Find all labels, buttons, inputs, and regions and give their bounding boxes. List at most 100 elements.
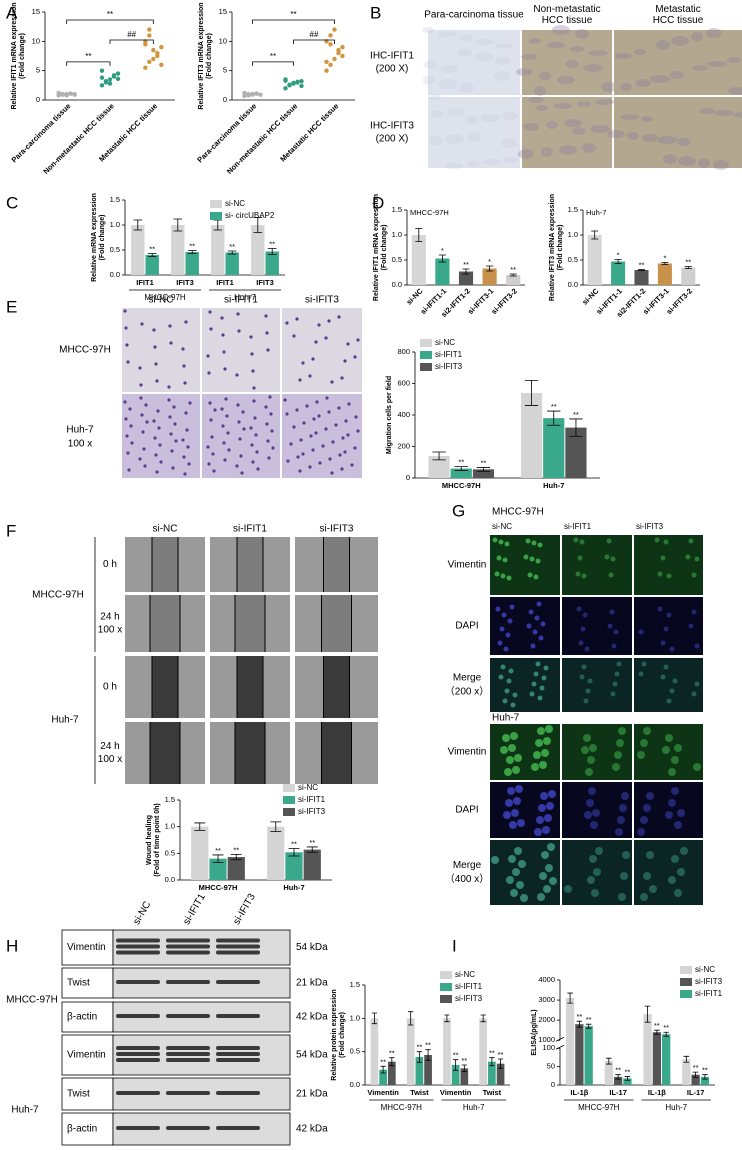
point [246, 91, 251, 97]
significance: ** [586, 1015, 592, 1024]
error-bar [462, 268, 470, 275]
blot-cell-line: Huh-7 [11, 1105, 39, 1116]
error-bar [253, 217, 263, 233]
stained-cell [254, 433, 258, 437]
cell [506, 876, 514, 884]
wound-time: 24 h [100, 612, 119, 623]
legend-label: si-IFIT1 [695, 989, 723, 998]
stained-cell [321, 444, 325, 448]
cell [500, 746, 508, 754]
cell [578, 640, 584, 646]
cell [512, 692, 518, 698]
blot-band [116, 944, 160, 949]
transwell-row-label: Huh-7 [66, 425, 94, 436]
tissue-texture [481, 114, 501, 122]
tissue-texture [620, 83, 632, 91]
tissue-texture [564, 119, 582, 127]
y-axis-title: (Fold change) [99, 215, 106, 261]
cell [505, 632, 511, 638]
blot-column-label: si-IFIT1 [181, 892, 208, 927]
y-axis-title: (Fold change) [557, 225, 564, 271]
y-axis-title: ELISA(pg/mL) [531, 1009, 538, 1055]
if-row-label: Vimentin [448, 560, 487, 571]
bar [587, 235, 602, 285]
tissue-texture [650, 75, 670, 83]
error-bar [663, 1031, 669, 1037]
stained-cell [213, 408, 217, 412]
cell [620, 872, 628, 880]
tissue-texture [518, 149, 534, 159]
point [99, 68, 105, 73]
cell [613, 629, 619, 635]
group-label: Huh-7 [665, 1103, 687, 1112]
legend-swatch [283, 796, 295, 804]
stained-cell [226, 431, 230, 435]
bar [435, 258, 450, 285]
cell [669, 646, 675, 652]
tissue-texture [627, 132, 639, 140]
cell [617, 816, 625, 824]
cell [507, 787, 515, 795]
error-bar [591, 230, 599, 240]
stained-cell [338, 453, 342, 457]
cell [621, 792, 629, 800]
stained-cell [265, 422, 269, 426]
blot-column-label: si-IFIT3 [231, 892, 258, 927]
stained-cell [340, 467, 344, 471]
cell [510, 702, 516, 708]
cell [576, 606, 582, 612]
cell [514, 754, 522, 762]
stained-cell [125, 343, 129, 347]
blot-size: 54 kDa [296, 942, 328, 953]
cell [514, 847, 522, 855]
if-column-label: si-NC [492, 522, 512, 531]
stained-cell [301, 361, 305, 365]
stained-cell [253, 416, 257, 420]
wound-time: 24 h [100, 741, 119, 752]
error-bar [615, 1074, 621, 1080]
cell [640, 816, 648, 824]
blot-band [166, 944, 210, 949]
chart-title: Huh-7 [586, 208, 606, 217]
tissue-texture [466, 161, 480, 167]
bar [657, 263, 672, 285]
legend-label: si- circUBAP2 [225, 211, 275, 220]
stained-cell [225, 414, 229, 418]
tissue-texture [692, 65, 708, 71]
ihc-row-label: (200 X) [376, 64, 409, 75]
bar [145, 255, 159, 275]
blot-band [116, 1126, 160, 1130]
cell [538, 635, 544, 641]
x-tick-label: Huh-7 [283, 883, 304, 892]
tissue-texture [698, 158, 710, 168]
error-bar [173, 218, 183, 232]
stained-cell [221, 333, 225, 337]
stained-cell [350, 463, 354, 467]
tissue-texture [734, 112, 742, 118]
stained-cell [185, 428, 189, 432]
bar [652, 1032, 662, 1085]
bar [682, 1059, 691, 1085]
stained-cell [169, 432, 173, 436]
tissue-texture [663, 154, 677, 164]
error-bar [270, 821, 282, 832]
cell [535, 558, 541, 564]
wound-gap [150, 722, 180, 784]
bar [411, 235, 426, 285]
x-tick-label: MHCC-97H [199, 883, 238, 892]
stained-cell [227, 448, 231, 452]
blot-band [216, 950, 260, 955]
cell [502, 557, 508, 563]
stained-cell [127, 468, 131, 472]
point [328, 33, 333, 38]
error-bar [524, 379, 539, 406]
cell [537, 695, 543, 701]
stained-cell [173, 422, 177, 426]
error-bar [187, 250, 197, 254]
stained-cell [324, 336, 328, 340]
y-tick-label: 400 [397, 410, 410, 419]
if-cell-line: Huh-7 [492, 713, 520, 724]
stained-cell [285, 321, 289, 325]
stained-cell [237, 329, 241, 333]
stained-cell [152, 328, 156, 332]
